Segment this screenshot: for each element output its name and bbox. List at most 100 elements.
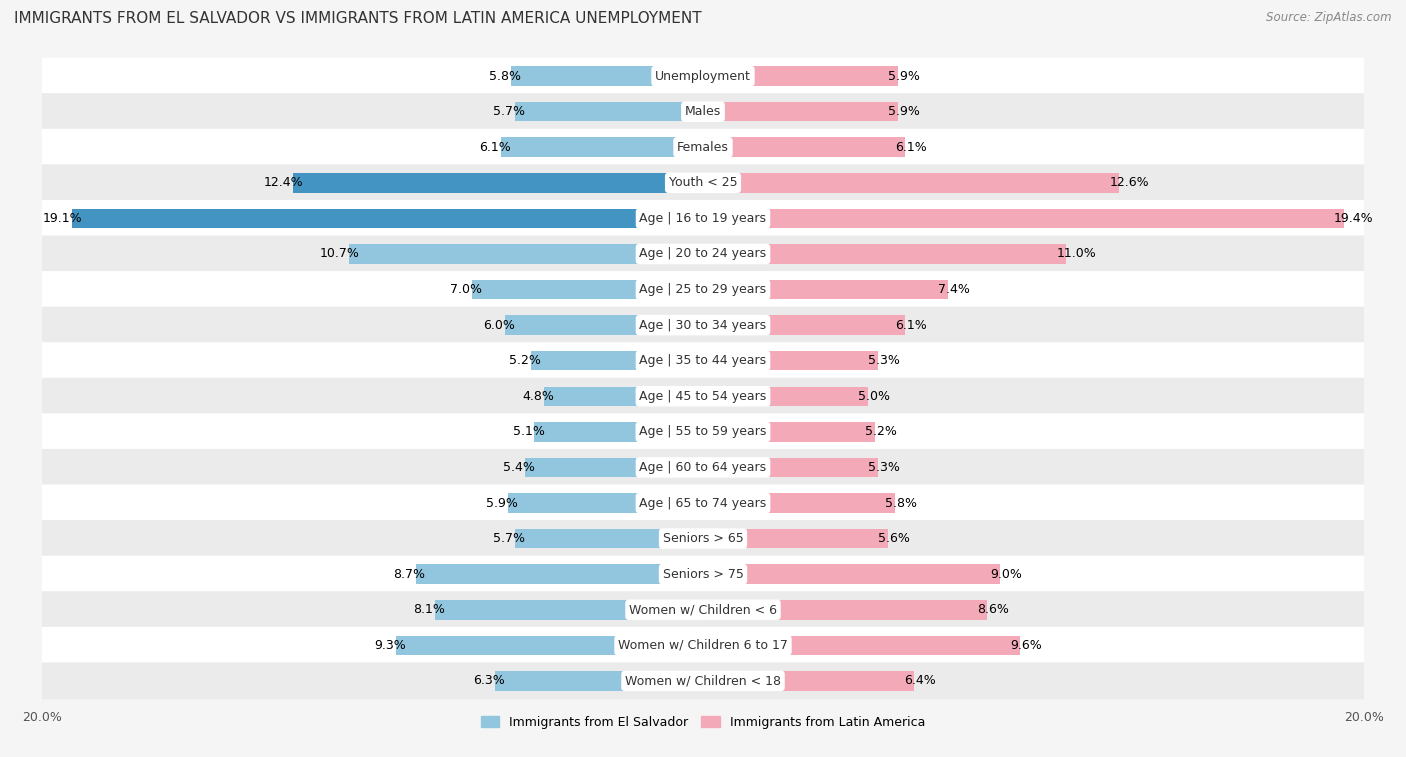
FancyBboxPatch shape — [42, 449, 1364, 486]
Bar — [703, 280, 948, 299]
Bar — [350, 245, 703, 263]
Bar — [703, 102, 898, 121]
Text: 7.0%: 7.0% — [450, 283, 482, 296]
Bar — [703, 529, 889, 548]
Bar — [703, 422, 875, 441]
Text: Women w/ Children 6 to 17: Women w/ Children 6 to 17 — [619, 639, 787, 652]
FancyBboxPatch shape — [42, 520, 1364, 557]
Text: Age | 20 to 24 years: Age | 20 to 24 years — [640, 248, 766, 260]
Text: Source: ZipAtlas.com: Source: ZipAtlas.com — [1267, 11, 1392, 24]
Bar — [703, 565, 1001, 584]
FancyBboxPatch shape — [42, 271, 1364, 308]
Text: 6.1%: 6.1% — [894, 141, 927, 154]
FancyBboxPatch shape — [42, 378, 1364, 415]
Text: 9.6%: 9.6% — [1011, 639, 1042, 652]
Bar — [502, 138, 703, 157]
FancyBboxPatch shape — [42, 93, 1364, 130]
Text: 9.3%: 9.3% — [374, 639, 405, 652]
Bar — [395, 636, 703, 655]
Text: Females: Females — [678, 141, 728, 154]
Text: 5.1%: 5.1% — [513, 425, 544, 438]
Text: 8.7%: 8.7% — [394, 568, 426, 581]
Text: 5.9%: 5.9% — [889, 70, 920, 83]
FancyBboxPatch shape — [42, 662, 1364, 699]
Text: 6.1%: 6.1% — [894, 319, 927, 332]
Text: 19.1%: 19.1% — [42, 212, 82, 225]
Text: Age | 30 to 34 years: Age | 30 to 34 years — [640, 319, 766, 332]
Text: Males: Males — [685, 105, 721, 118]
Bar — [703, 209, 1344, 228]
FancyBboxPatch shape — [42, 556, 1364, 593]
Bar — [524, 458, 703, 477]
FancyBboxPatch shape — [42, 200, 1364, 237]
Text: 5.7%: 5.7% — [492, 532, 524, 545]
Bar — [505, 316, 703, 335]
Text: 8.6%: 8.6% — [977, 603, 1010, 616]
Text: 12.6%: 12.6% — [1109, 176, 1149, 189]
FancyBboxPatch shape — [42, 627, 1364, 664]
Text: Age | 25 to 29 years: Age | 25 to 29 years — [640, 283, 766, 296]
Text: 5.8%: 5.8% — [489, 70, 522, 83]
Text: Women w/ Children < 18: Women w/ Children < 18 — [626, 674, 780, 687]
FancyBboxPatch shape — [42, 484, 1364, 522]
Bar — [703, 387, 868, 406]
Bar — [72, 209, 703, 228]
Bar — [534, 422, 703, 441]
Text: Youth < 25: Youth < 25 — [669, 176, 737, 189]
Text: 10.7%: 10.7% — [319, 248, 360, 260]
FancyBboxPatch shape — [42, 235, 1364, 273]
Text: 5.8%: 5.8% — [884, 497, 917, 509]
Text: 5.2%: 5.2% — [509, 354, 541, 367]
Text: 5.6%: 5.6% — [879, 532, 910, 545]
Text: 5.0%: 5.0% — [858, 390, 890, 403]
Bar — [703, 67, 898, 86]
Text: 6.3%: 6.3% — [472, 674, 505, 687]
Text: 5.2%: 5.2% — [865, 425, 897, 438]
FancyBboxPatch shape — [42, 58, 1364, 95]
Text: 5.4%: 5.4% — [502, 461, 534, 474]
Bar — [531, 351, 703, 370]
Text: Unemployment: Unemployment — [655, 70, 751, 83]
Text: 8.1%: 8.1% — [413, 603, 446, 616]
Bar — [703, 494, 894, 512]
FancyBboxPatch shape — [42, 591, 1364, 628]
Text: 5.3%: 5.3% — [868, 461, 900, 474]
Bar — [703, 671, 914, 690]
FancyBboxPatch shape — [42, 164, 1364, 201]
Text: Age | 35 to 44 years: Age | 35 to 44 years — [640, 354, 766, 367]
Text: Seniors > 65: Seniors > 65 — [662, 532, 744, 545]
Bar — [544, 387, 703, 406]
Bar — [512, 67, 703, 86]
Text: Age | 55 to 59 years: Age | 55 to 59 years — [640, 425, 766, 438]
Bar — [703, 138, 904, 157]
Bar — [703, 458, 879, 477]
Text: IMMIGRANTS FROM EL SALVADOR VS IMMIGRANTS FROM LATIN AMERICA UNEMPLOYMENT: IMMIGRANTS FROM EL SALVADOR VS IMMIGRANT… — [14, 11, 702, 26]
Text: 6.1%: 6.1% — [479, 141, 512, 154]
Text: Women w/ Children < 6: Women w/ Children < 6 — [628, 603, 778, 616]
Bar — [294, 173, 703, 192]
Bar — [515, 529, 703, 548]
Text: 4.8%: 4.8% — [523, 390, 554, 403]
Text: 12.4%: 12.4% — [263, 176, 304, 189]
Bar — [703, 316, 904, 335]
Legend: Immigrants from El Salvador, Immigrants from Latin America: Immigrants from El Salvador, Immigrants … — [475, 711, 931, 734]
Text: 6.0%: 6.0% — [482, 319, 515, 332]
Text: Age | 45 to 54 years: Age | 45 to 54 years — [640, 390, 766, 403]
Text: 5.9%: 5.9% — [889, 105, 920, 118]
Text: Age | 60 to 64 years: Age | 60 to 64 years — [640, 461, 766, 474]
Bar — [471, 280, 703, 299]
Text: 5.3%: 5.3% — [868, 354, 900, 367]
Text: Seniors > 75: Seniors > 75 — [662, 568, 744, 581]
Bar — [703, 173, 1119, 192]
FancyBboxPatch shape — [42, 307, 1364, 344]
FancyBboxPatch shape — [42, 342, 1364, 379]
Bar — [495, 671, 703, 690]
FancyBboxPatch shape — [42, 413, 1364, 450]
Text: 5.9%: 5.9% — [486, 497, 517, 509]
Text: 19.4%: 19.4% — [1334, 212, 1374, 225]
Bar — [508, 494, 703, 512]
Text: 9.0%: 9.0% — [990, 568, 1022, 581]
Text: 6.4%: 6.4% — [904, 674, 936, 687]
Text: Age | 16 to 19 years: Age | 16 to 19 years — [640, 212, 766, 225]
Bar — [703, 636, 1021, 655]
